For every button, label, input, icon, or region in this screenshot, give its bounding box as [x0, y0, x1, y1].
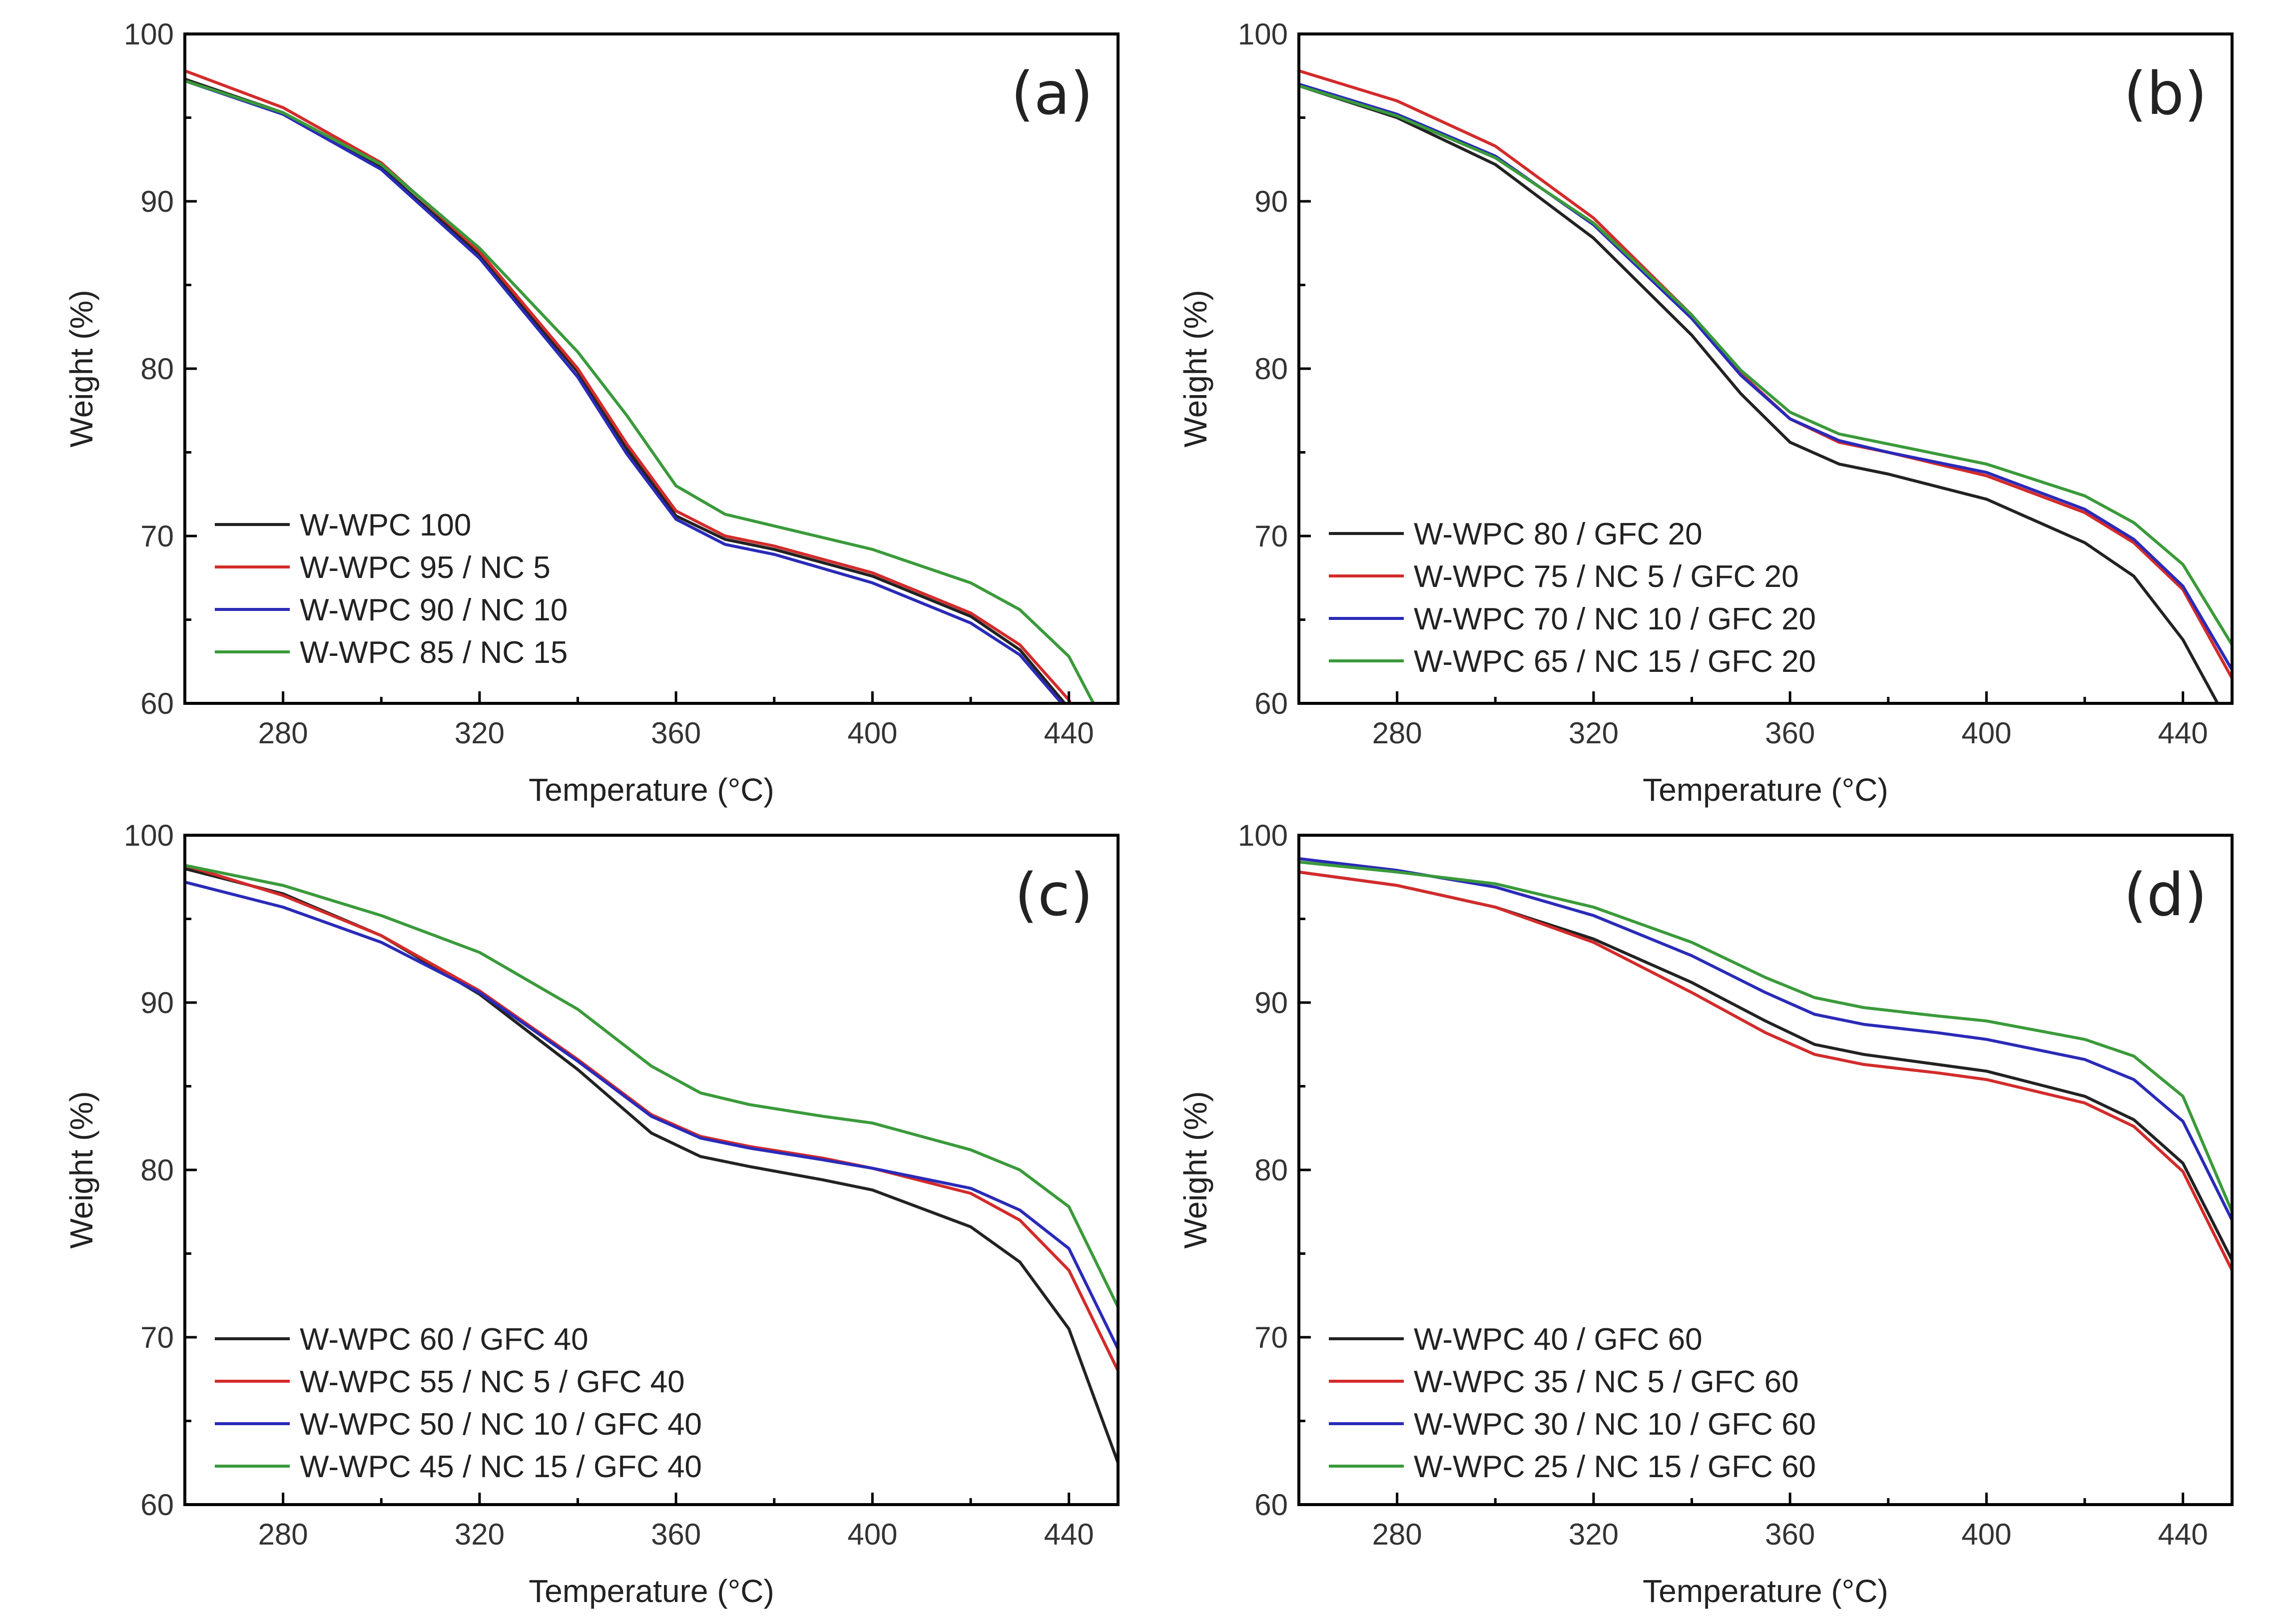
- legend-entry: W-WPC 65 / NC 15 / GFC 20: [1414, 644, 1816, 679]
- legend-entry: W-WPC 60 / GFC 40: [300, 1322, 588, 1357]
- series-line-4: [185, 79, 1095, 703]
- y-tick-label: 70: [140, 1321, 174, 1354]
- series-line-3: [185, 79, 1064, 703]
- legend-entry: W-WPC 85 / NC 15: [300, 635, 568, 670]
- y-tick-label: 60: [140, 687, 174, 720]
- panel-label: (d): [2124, 860, 2207, 929]
- y-axis-title: Weight (%): [1177, 1091, 1213, 1248]
- legend-entry: W-WPC 50 / NC 10 / GFC 40: [300, 1407, 702, 1442]
- legend-entry: W-WPC 55 / NC 5 / GFC 40: [300, 1365, 685, 1399]
- series-line-4: [1299, 84, 2232, 646]
- y-tick-label: 100: [1238, 17, 1288, 51]
- y-tick-label: 90: [1254, 986, 1288, 1020]
- series-line-4: [1299, 860, 2232, 1213]
- x-tick-label: 400: [847, 716, 897, 750]
- chart-panel-b: 280 320 360 400 440 60 70 80 90 100 Temperature (°…: [1177, 17, 2234, 808]
- legend-entry: W-WPC 100: [300, 508, 471, 542]
- chart-panel-a: 280 320 360 400 440 60 70 80 90 100 Temperature (°…: [63, 17, 1120, 808]
- y-tick-label: 100: [1238, 819, 1288, 852]
- y-tick-label: 100: [124, 17, 174, 51]
- x-tick-label: 320: [1569, 716, 1619, 750]
- y-axis-title: Weight (%): [63, 1091, 99, 1248]
- y-tick-label: 70: [1254, 520, 1288, 553]
- y-tick-label: 60: [140, 1488, 174, 1522]
- legend-entry: W-WPC 30 / NC 10 / GFC 60: [1414, 1407, 1816, 1442]
- series-line-1: [1299, 84, 2220, 703]
- legend-entry: W-WPC 95 / NC 5: [300, 550, 551, 585]
- x-tick-label: 280: [258, 1518, 308, 1551]
- legend: W-WPC 40 / GFC 60 W-WPC 35 / NC 5 / GFC 6…: [1329, 1322, 1816, 1484]
- x-tick-label: 400: [1961, 716, 2011, 750]
- x-tick-label: 400: [1961, 1518, 2011, 1551]
- y-tick-label: 80: [140, 352, 174, 386]
- y-axis-title: Weight (%): [1177, 290, 1213, 447]
- legend: W-WPC 100 W-WPC 95 / NC 5 W-WPC 90 / NC 10…: [215, 508, 568, 670]
- series-line-3: [185, 880, 1118, 1351]
- x-tick-label: 280: [1372, 716, 1422, 750]
- x-tick-label: 440: [2158, 716, 2208, 750]
- x-tick-label: 360: [651, 716, 701, 750]
- x-axis-title: Temperature (°C): [1643, 1573, 1888, 1609]
- x-tick-label: 320: [1569, 1518, 1619, 1551]
- x-tick-label: 440: [1044, 1518, 1094, 1551]
- y-axis-title: Weight (%): [63, 290, 99, 447]
- y-tick-label: 60: [1254, 687, 1288, 720]
- legend-entry: W-WPC 35 / NC 5 / GFC 60: [1414, 1365, 1799, 1399]
- y-tick-label: 90: [140, 185, 174, 218]
- legend-entry: W-WPC 25 / NC 15 / GFC 60: [1414, 1450, 1816, 1484]
- x-tick-label: 360: [651, 1518, 701, 1551]
- x-tick-label: 360: [1765, 716, 1815, 750]
- series-line-3: [1299, 857, 2232, 1222]
- panel-label: (a): [1011, 59, 1093, 128]
- legend-entry: W-WPC 80 / GFC 20: [1414, 517, 1703, 551]
- y-tick-label: 70: [1254, 1321, 1288, 1354]
- legend-entry: W-WPC 75 / NC 5 / GFC 20: [1414, 559, 1799, 594]
- panel-label: (b): [2124, 59, 2207, 128]
- y-tick-label: 80: [1254, 1153, 1288, 1187]
- legend-entry: W-WPC 45 / NC 15 / GFC 40: [300, 1450, 702, 1484]
- chart-panel-d: 280 320 360 400 440 60 70 80 90 100 Temperature (°…: [1177, 819, 2234, 1609]
- y-tick-label: 80: [1254, 352, 1288, 386]
- x-tick-label: 400: [847, 1518, 897, 1551]
- x-axis-title: Temperature (°C): [529, 772, 774, 808]
- x-axis-title: Temperature (°C): [529, 1573, 774, 1609]
- x-tick-label: 440: [2158, 1518, 2208, 1551]
- x-tick-label: 360: [1765, 1518, 1815, 1551]
- y-tick-label: 100: [124, 819, 174, 852]
- legend-entry: W-WPC 90 / NC 10: [300, 593, 568, 627]
- x-tick-label: 440: [1044, 716, 1094, 750]
- x-tick-label: 320: [455, 1518, 505, 1551]
- x-tick-label: 320: [455, 716, 505, 750]
- panel-label: (c): [1015, 860, 1093, 929]
- chart-panel-c: 280 320 360 400 440 60 70 80 90 100 Temperature (°…: [63, 819, 1120, 1609]
- legend: W-WPC 80 / GFC 20 W-WPC 75 / NC 5 / GFC 2…: [1329, 517, 1816, 679]
- y-tick-label: 70: [140, 520, 174, 553]
- x-tick-label: 280: [258, 716, 308, 750]
- legend: W-WPC 60 / GFC 40 W-WPC 55 / NC 5 / GFC 4…: [215, 1322, 702, 1484]
- series-line-2: [185, 864, 1118, 1372]
- series-line-2: [1299, 870, 2232, 1272]
- y-tick-label: 80: [140, 1153, 174, 1187]
- y-tick-label: 90: [1254, 185, 1288, 218]
- legend-entry: W-WPC 40 / GFC 60: [1414, 1322, 1703, 1357]
- x-tick-label: 280: [1372, 1518, 1422, 1551]
- legend-entry: W-WPC 70 / NC 10 / GFC 20: [1414, 602, 1816, 636]
- series-line-4: [185, 864, 1118, 1309]
- x-axis-title: Temperature (°C): [1643, 772, 1888, 808]
- y-tick-label: 90: [140, 986, 174, 1020]
- y-tick-label: 60: [1254, 1488, 1288, 1522]
